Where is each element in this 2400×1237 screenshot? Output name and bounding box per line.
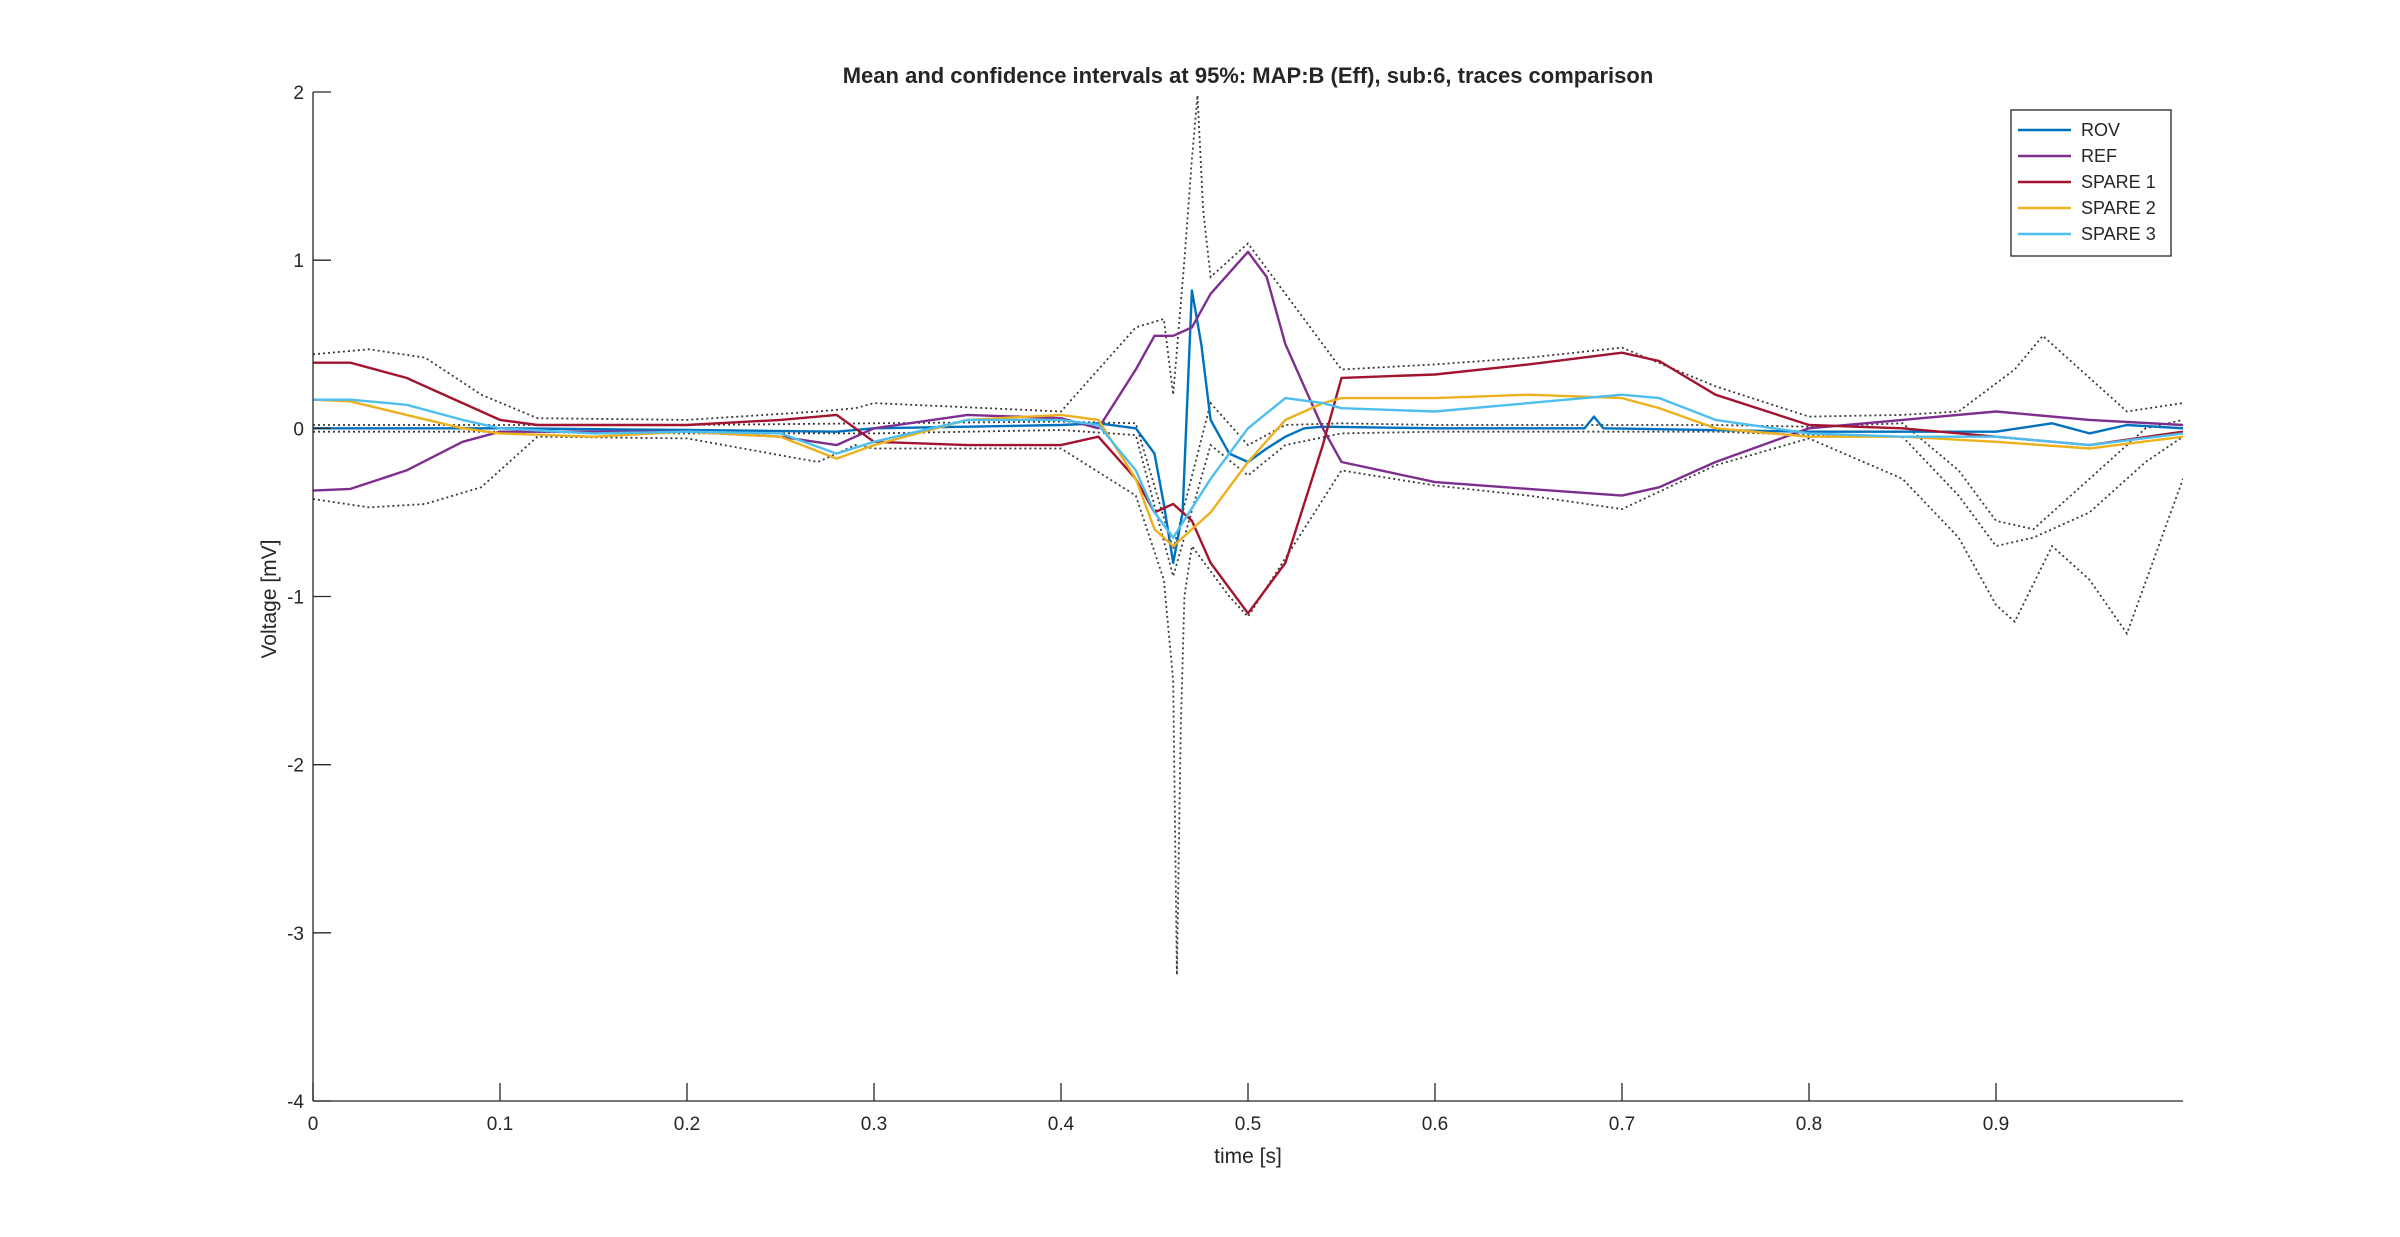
x-tick-label: 0.2 <box>674 1114 700 1135</box>
series-line-ref <box>313 250 2183 497</box>
y-tick-label: -3 <box>287 924 304 945</box>
legend-label: SPARE 3 <box>2081 224 2156 244</box>
x-tick-label: 0.3 <box>861 1114 887 1135</box>
x-tick-label: 0.1 <box>487 1114 513 1135</box>
confidence-bound-2 <box>313 435 2183 975</box>
series-line-rov <box>313 289 2183 565</box>
y-tick-label: -4 <box>287 1092 304 1113</box>
y-tick-label: -1 <box>287 588 304 609</box>
series-line-spare-1 <box>313 351 2183 615</box>
x-tick-label: 0.7 <box>1609 1114 1635 1135</box>
plot-clip-group <box>313 95 2183 975</box>
legend-label: REF <box>2081 146 2117 166</box>
series-line-spare-2 <box>313 393 2183 548</box>
plot-area <box>313 95 2183 975</box>
legend-label: SPARE 1 <box>2081 172 2156 192</box>
legend-label: SPARE 2 <box>2081 198 2156 218</box>
x-tick-label: 0.5 <box>1235 1114 1261 1135</box>
confidence-bound-1 <box>313 95 2183 421</box>
chart-title: Mean and confidence intervals at 95%: MA… <box>843 63 1654 88</box>
x-tick-label: 0.4 <box>1048 1114 1075 1135</box>
legend-label: ROV <box>2081 120 2120 140</box>
x-axis-label: time [s] <box>1214 1145 1282 1168</box>
y-tick-label: 2 <box>293 83 304 104</box>
axes: 0 0.1 0.2 0.3 0.4 0.5 0.6 0.7 0.8 0.9 -4 -3 -2 -1 0 1 2 <box>287 83 2183 1135</box>
confidence-bound-4 <box>313 429 2183 580</box>
legend: ROV REF SPARE 1 SPARE 2 SPARE 3 <box>2010 109 2172 257</box>
y-tick-label: -2 <box>287 756 304 777</box>
x-tick-label: 0.6 <box>1422 1114 1448 1135</box>
series-line-spare-3 <box>313 393 2183 539</box>
y-tick-label: 1 <box>293 251 304 272</box>
confidence-bound-3 <box>313 401 2183 553</box>
y-axis-label: Voltage [mV] <box>258 539 281 658</box>
y-tick-label: 0 <box>293 419 304 440</box>
x-tick-label: 0.9 <box>1983 1114 2009 1135</box>
x-tick-label: 0 <box>308 1114 319 1135</box>
x-tick-label: 0.8 <box>1796 1114 1822 1135</box>
